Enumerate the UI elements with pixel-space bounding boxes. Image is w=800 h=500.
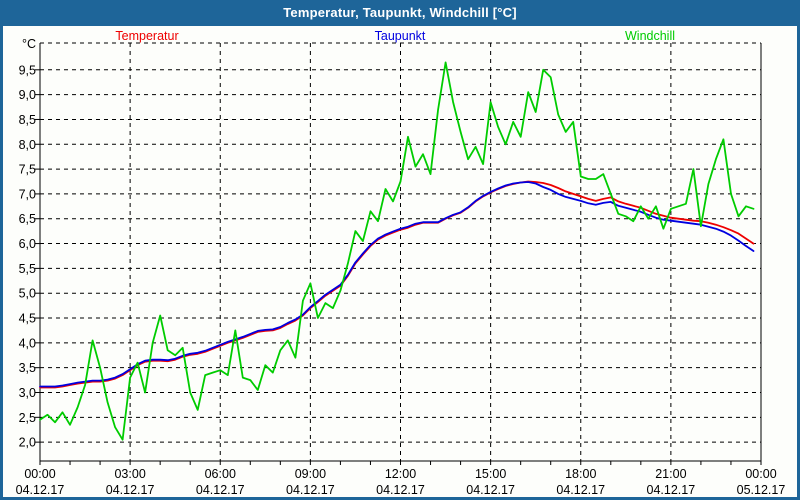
x-tick-date: 04.12.17 <box>376 483 425 497</box>
y-tick-label: 5,0 <box>19 287 36 301</box>
series-temperatur-line <box>39 180 755 389</box>
y-tick-label: 6,0 <box>19 237 36 251</box>
y-tick-label: 8,0 <box>19 138 36 152</box>
x-tick-time: 03:00 <box>114 467 145 481</box>
axis-labels: °C 2,0 2,5 3,0 3,5 4,0 4,5 5,0 5,5 6,0 6,5 7,0 7,5 8,… <box>16 37 786 497</box>
x-tick-date: 05.12.17 <box>737 483 786 497</box>
series-windchill-line <box>39 61 755 441</box>
x-tick-date: 04.12.17 <box>196 483 245 497</box>
y-tick-label: 4,5 <box>19 312 36 326</box>
x-tick-time: 15:00 <box>475 467 506 481</box>
window-titlebar[interactable]: Temperatur, Taupunkt, Windchill [°C] <box>3 0 797 26</box>
x-tick-time: 12:00 <box>385 467 416 481</box>
x-tick-time: 18:00 <box>565 467 596 481</box>
axes <box>35 43 762 465</box>
y-tick-label: 3,5 <box>19 361 36 375</box>
x-tick-date: 04.12.17 <box>16 483 65 497</box>
legend-windchill: Windchill <box>624 29 676 43</box>
y-tick-label: 3,0 <box>19 386 36 400</box>
y-tick-label: 7,0 <box>19 187 36 201</box>
x-tick-date: 04.12.17 <box>106 483 155 497</box>
y-tick-label: 9,0 <box>19 88 36 102</box>
grid <box>40 42 761 461</box>
x-tick-date: 04.12.17 <box>556 483 605 497</box>
y-tick-label: 7,5 <box>19 163 36 177</box>
x-tick-date: 04.12.17 <box>647 483 696 497</box>
y-tick-label: 6,5 <box>19 212 36 226</box>
legend-temperatur: Temperatur <box>115 29 179 43</box>
y-tick-label: 8,5 <box>19 113 36 127</box>
y-tick-label: 4,0 <box>19 336 36 350</box>
y-tick-label: 9,5 <box>19 63 36 77</box>
x-tick-time: 21:00 <box>655 467 686 481</box>
x-tick-time: 09:00 <box>295 467 326 481</box>
legend-taupunkt: Taupunkt <box>374 29 426 43</box>
y-tick-label: 5,5 <box>19 262 36 276</box>
y-tick-label: 2,5 <box>19 411 36 425</box>
x-tick-date: 04.12.17 <box>286 483 335 497</box>
x-tick-date: 04.12.17 <box>466 483 515 497</box>
x-tick-time: 00:00 <box>745 467 776 481</box>
y-tick-label: 2,0 <box>19 436 36 450</box>
x-tick-time: 00:00 <box>24 467 55 481</box>
series-taupunkt-line <box>39 181 755 388</box>
chart-area: Temperatur Taupunkt Windchill °C 2,0 2,5 3,0 3… <box>3 26 797 497</box>
x-tick-time: 06:00 <box>205 467 236 481</box>
y-unit-label: °C <box>22 37 36 51</box>
temperature-chart-svg: °C 2,0 2,5 3,0 3,5 4,0 4,5 5,0 5,5 6,0 6,5 7,0 7,5 8,… <box>16 37 786 497</box>
